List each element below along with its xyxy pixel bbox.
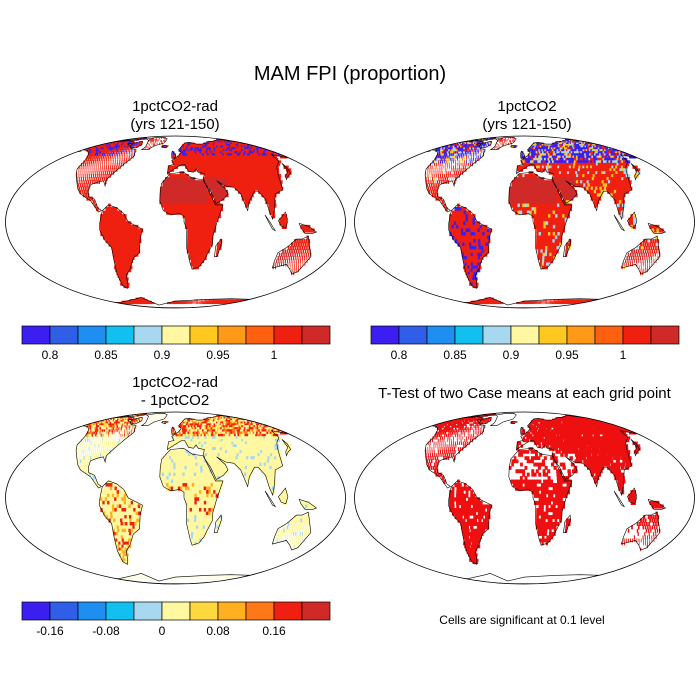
colorbar-tick-label: 0.9 [154, 348, 171, 362]
figure-title: MAM FPI (proportion) [253, 63, 447, 85]
colorbar-tick-label: 0.8 [42, 348, 59, 362]
colorbar-swatch [161, 601, 191, 621]
colorbar-tick-label: 1 [271, 348, 278, 362]
colorbar-swatch [21, 325, 51, 345]
colorbar-swatch [77, 325, 107, 345]
panel-subtitle-line: - 1pctCO2 [140, 392, 210, 409]
colorbar-tick-label: 0.9 [503, 348, 520, 362]
map-border [5, 411, 346, 585]
colorbar-swatch [566, 325, 596, 345]
colorbar-swatch [482, 325, 512, 345]
colorbar-swatch [133, 601, 163, 621]
panel-subtitle-line: (yrs 121-150) [130, 116, 220, 133]
colorbar-swatch [650, 325, 680, 345]
panel-title-ttest: T-Test of two Case means at each grid po… [352, 385, 697, 403]
colorbar-swatch [245, 325, 275, 345]
map-border [354, 135, 695, 309]
colorbar-swatch [454, 325, 484, 345]
colorbar-swatch [426, 325, 456, 345]
colorbar-swatch [49, 601, 79, 621]
colorbar-swatch [189, 325, 219, 345]
colorbar-swatch [594, 325, 624, 345]
map-ctl [354, 135, 695, 309]
colorbar-swatch [370, 325, 400, 345]
colorbar-swatch [21, 601, 51, 621]
colorbar-swatch [105, 325, 135, 345]
colorbar-swatch [217, 601, 247, 621]
map-diff [5, 411, 346, 585]
colorbar-diff: -0.16 -0.08 0 0.08 0.16 [21, 601, 331, 638]
colorbar-tick-label: -0.16 [36, 624, 64, 638]
panel-title-line: 1pctCO2 [497, 98, 557, 115]
colorbar-swatch [133, 325, 163, 345]
colorbar-tick-label: 0.95 [206, 348, 230, 362]
colorbar-tick-label: 0.95 [555, 348, 579, 362]
colorbar-swatch [49, 325, 79, 345]
panel-subtitle-line: (yrs 121-150) [482, 116, 572, 133]
map-ttest [354, 411, 695, 585]
coastlines [72, 413, 321, 584]
colorbar-swatch [301, 601, 331, 621]
colorbar-swatch [161, 325, 191, 345]
colorbar-tick-label: -0.08 [92, 624, 120, 638]
colorbar-swatch [398, 325, 428, 345]
colorbar-swatch [510, 325, 540, 345]
colorbar-swatch [273, 325, 303, 345]
colorbar-abs-right: 0.8 0.85 0.9 0.95 1 [370, 325, 680, 362]
map-cells [73, 413, 319, 581]
colorbar-swatch [301, 325, 331, 345]
colorbar-tick-label: 0.16 [262, 624, 286, 638]
colorbar-swatch [105, 601, 135, 621]
colorbar-tick-label: 0.85 [443, 348, 467, 362]
colorbar-swatch [538, 325, 568, 345]
colorbar-tick-label: 0.8 [391, 348, 408, 362]
colorbar-swatch [189, 601, 219, 621]
map-border [5, 135, 346, 309]
coastlines [72, 137, 321, 308]
panel-title-line: 1pctCO2-rad [132, 374, 218, 391]
panel-title-rad: 1pctCO2-rad (yrs 121-150) [60, 98, 290, 134]
colorbar-abs-left: 0.8 0.85 0.9 0.95 1 [21, 325, 331, 362]
colorbar-tick-label: 0 [159, 624, 166, 638]
panel-title-line: T-Test of two Case means at each grid po… [378, 385, 671, 402]
map-cells [73, 137, 319, 305]
colorbar-tick-label: 0.85 [94, 348, 118, 362]
colorbar-swatch [273, 601, 303, 621]
map-rad [5, 135, 346, 309]
panel-title-ctl: 1pctCO2 (yrs 121-150) [412, 98, 642, 134]
colorbar-swatch [77, 601, 107, 621]
colorbar-tick-label: 0.08 [206, 624, 230, 638]
map-cells [422, 137, 668, 305]
colorbar-swatch [622, 325, 652, 345]
colorbar-swatch [217, 325, 247, 345]
map-border [354, 411, 695, 585]
panel-title-line: 1pctCO2-rad [132, 98, 218, 115]
panel-title-diff: 1pctCO2-rad - 1pctCO2 [60, 374, 290, 410]
colorbar-tick-label: 1 [620, 348, 627, 362]
significance-note: Cells are significant at 0.1 level [439, 613, 605, 627]
colorbar-swatch [245, 601, 275, 621]
